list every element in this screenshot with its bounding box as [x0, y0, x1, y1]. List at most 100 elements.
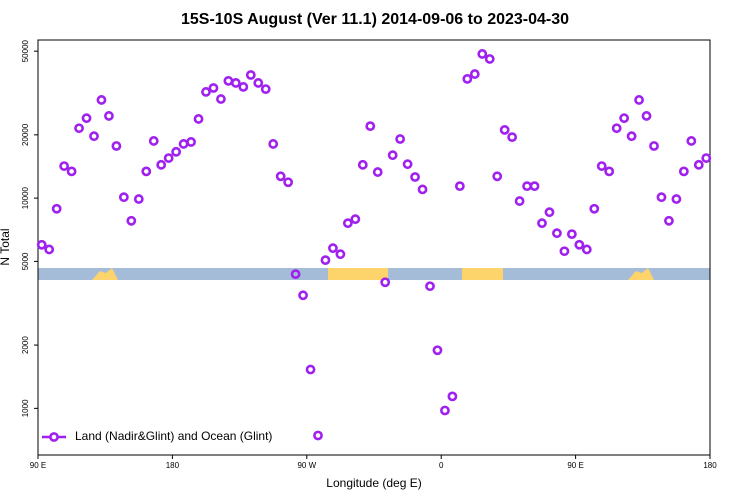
- point: [320, 255, 331, 266]
- point: [380, 277, 391, 288]
- point: [328, 243, 338, 254]
- point: [223, 76, 234, 86]
- point: [66, 166, 77, 177]
- point: [686, 136, 697, 146]
- point: [186, 137, 196, 147]
- point: [566, 229, 577, 240]
- point: [641, 111, 652, 121]
- x-tick-label: 180: [166, 461, 180, 470]
- point: [51, 203, 62, 214]
- point: [664, 215, 674, 226]
- point: [447, 391, 458, 402]
- point: [462, 73, 473, 84]
- y-tick-label: 50000: [21, 39, 30, 62]
- point: [425, 281, 435, 292]
- point: [589, 203, 600, 214]
- point: [626, 131, 637, 142]
- point: [552, 228, 562, 239]
- x-tick-label: 90 W: [297, 461, 316, 470]
- point: [245, 70, 256, 80]
- land-strip: [328, 268, 388, 280]
- map-strip: [38, 268, 710, 280]
- point: [395, 134, 406, 144]
- point: [469, 69, 480, 79]
- y-tick-label: 1000: [21, 399, 30, 417]
- point: [74, 123, 84, 134]
- land-strip: [92, 268, 118, 280]
- point: [357, 159, 368, 170]
- point: [89, 131, 99, 142]
- point: [111, 141, 122, 151]
- y-tick-label: 5000: [21, 252, 30, 270]
- point: [596, 161, 607, 171]
- legend-label: Land (Nadir&Glint) and Ocean (Glint): [75, 429, 272, 443]
- plot-frame: [37, 39, 711, 456]
- point: [260, 84, 271, 94]
- point: [350, 214, 361, 225]
- point: [649, 141, 659, 151]
- y-tick-label: 20000: [21, 123, 30, 146]
- point: [253, 78, 264, 88]
- point: [216, 94, 226, 104]
- point: [298, 290, 308, 301]
- point: [59, 161, 70, 171]
- point: [201, 87, 211, 97]
- point: [208, 83, 219, 93]
- point: [96, 95, 107, 105]
- x-tick-label: 180: [703, 461, 717, 470]
- y-tick-label: 10000: [21, 186, 30, 209]
- point: [313, 430, 323, 441]
- point: [44, 244, 55, 255]
- point: [693, 159, 704, 170]
- legend-marker: [49, 432, 59, 442]
- point: [36, 239, 47, 250]
- point: [335, 249, 346, 260]
- point: [671, 194, 682, 204]
- point: [656, 192, 667, 203]
- point: [484, 54, 495, 64]
- point: [522, 181, 532, 192]
- land-strip: [462, 268, 503, 280]
- point: [81, 113, 92, 124]
- point: [133, 194, 144, 204]
- point: [701, 153, 712, 163]
- point: [238, 82, 249, 92]
- point: [440, 405, 450, 416]
- point: [611, 123, 622, 134]
- point: [619, 113, 630, 124]
- y-axis-label: N Total: [0, 228, 12, 265]
- point: [171, 146, 182, 157]
- x-tick-label: 90 E: [567, 461, 583, 470]
- point: [559, 246, 570, 257]
- x-axis-label: Longitude (deg E): [326, 476, 421, 490]
- land-strip: [628, 268, 654, 280]
- point: [410, 172, 420, 182]
- point: [290, 269, 301, 280]
- point: [454, 181, 465, 192]
- point: [574, 239, 585, 250]
- point: [141, 166, 152, 177]
- point: [387, 150, 398, 161]
- point: [537, 218, 547, 229]
- point: [230, 78, 241, 88]
- point: [156, 159, 167, 170]
- point: [581, 244, 592, 255]
- point: [365, 121, 376, 132]
- point: [305, 364, 316, 375]
- point: [544, 207, 555, 218]
- point: [634, 95, 644, 105]
- point: [432, 345, 443, 356]
- point: [342, 218, 353, 229]
- point: [417, 184, 428, 195]
- point: [268, 139, 279, 149]
- point: [178, 139, 189, 149]
- point: [402, 159, 413, 170]
- point: [283, 177, 294, 188]
- point: [118, 192, 129, 203]
- point: [104, 111, 114, 121]
- point: [678, 166, 689, 177]
- point: [163, 153, 174, 163]
- x-tick-label: 0: [439, 461, 444, 470]
- point: [275, 171, 286, 182]
